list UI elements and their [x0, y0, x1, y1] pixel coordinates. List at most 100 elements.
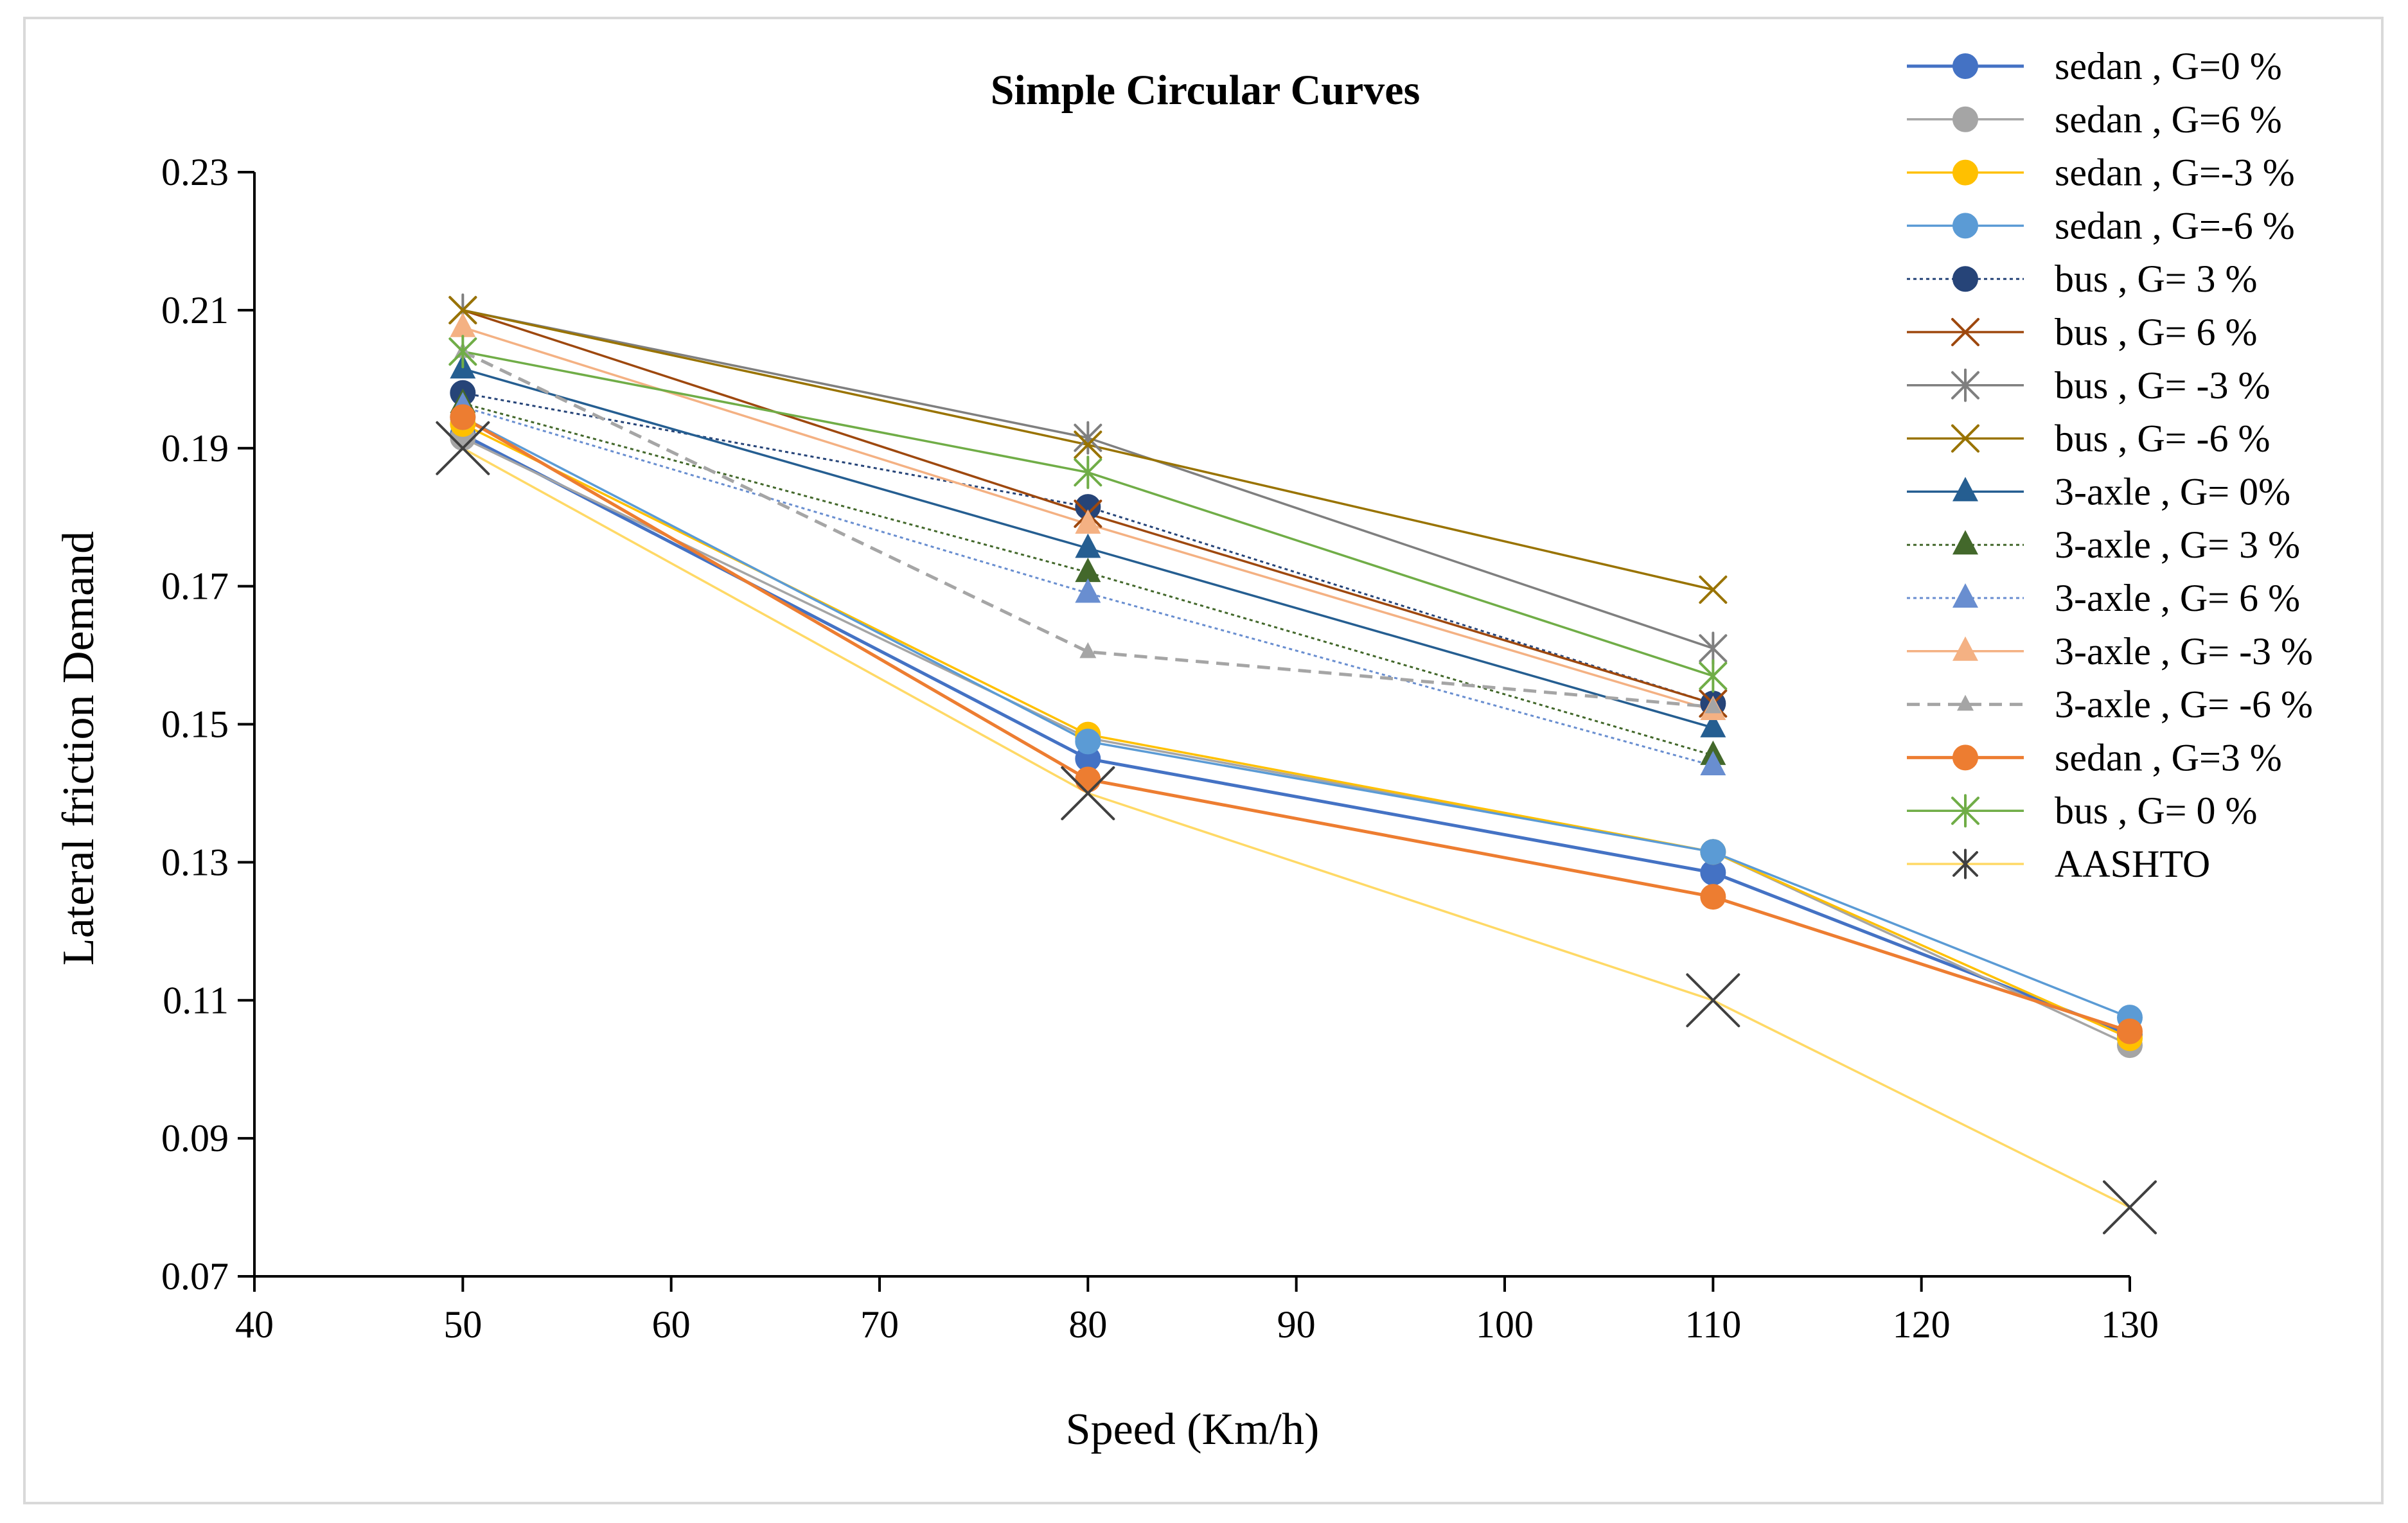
data-point-15-2-stroke — [1686, 973, 1740, 1028]
legend-item: sedan , G=3 % — [1907, 736, 2282, 779]
legend-item: sedan , G=-6 % — [1907, 204, 2295, 247]
series-markers — [436, 293, 2157, 1235]
legend-label: bus , G= 0 % — [2055, 789, 2258, 832]
x-tick-label: 100 — [1476, 1303, 1534, 1346]
data-point-3-2 — [1700, 839, 1726, 865]
legend-swatch-marker — [1952, 849, 1978, 879]
series-line-12 — [462, 350, 1713, 709]
legend-label: sedan , G=-3 % — [2055, 152, 2295, 194]
legend-swatch-marker — [1951, 318, 1979, 346]
legend-swatch-marker — [1952, 583, 1978, 608]
series-line-3 — [462, 416, 2130, 1019]
x-tick-label: 120 — [1893, 1303, 1951, 1346]
series-line-13 — [462, 416, 2130, 1033]
x-tick-label: 40 — [235, 1303, 274, 1346]
legend-swatch-marker-stroke — [1951, 424, 1979, 453]
data-point-13-1 — [1075, 766, 1101, 793]
x-tick-label: 110 — [1685, 1303, 1741, 1346]
legend-label: 3-axle , G= -6 % — [2055, 683, 2313, 726]
legend-item: 3-axle , G= -3 % — [1907, 630, 2313, 673]
legend-item: bus , G= 6 % — [1907, 311, 2258, 353]
y-tick-label: 0.09 — [161, 1117, 229, 1159]
legend-label: 3-axle , G= 6 % — [2055, 577, 2300, 619]
data-point-11-0 — [450, 312, 476, 337]
legend-item: bus , G= 3 % — [1907, 258, 2258, 300]
data-point-15-3 — [2103, 1180, 2157, 1235]
legend-label: bus , G= -3 % — [2055, 364, 2270, 407]
data-point-6-2 — [1699, 631, 1728, 665]
y-tick-label: 0.19 — [161, 427, 229, 470]
data-point-7-2 — [1699, 575, 1728, 604]
x-tick-label: 80 — [1068, 1303, 1107, 1346]
legend-label: bus , G= 3 % — [2055, 258, 2258, 300]
y-axis-title: Lateral friction Demand — [54, 531, 103, 965]
legend-label: 3-axle , G= 0% — [2055, 470, 2290, 513]
legend-swatch-marker — [1952, 159, 1978, 186]
legend-swatch-marker-stroke — [1951, 318, 1979, 346]
data-point-14-0 — [448, 335, 477, 369]
y-tick-label: 0.17 — [161, 565, 229, 608]
legend: sedan , G=0 % sedan , G=6 % sedan , G=-3 %… — [1907, 45, 2313, 885]
x-tick-label: 60 — [652, 1303, 691, 1346]
legend-item: sedan , G=-3 % — [1907, 152, 2295, 194]
legend-swatch-marker — [1952, 477, 1978, 502]
legend-swatch-marker — [1952, 636, 1978, 661]
legend-swatch-marker — [1951, 794, 1979, 828]
x-tick-label: 130 — [2101, 1303, 2159, 1346]
data-point-7-0-stroke — [448, 295, 477, 324]
legend-item: 3-axle , G= 6 % — [1907, 577, 2300, 619]
legend-label: 3-axle , G= 3 % — [2055, 524, 2300, 566]
series-line-15 — [462, 447, 2130, 1209]
legend-swatch-marker — [1951, 424, 1979, 453]
data-point-6-1 — [1074, 421, 1102, 455]
data-point-9-1 — [1075, 558, 1101, 583]
legend-label: AASHTO — [2055, 843, 2210, 885]
x-tick-label: 70 — [860, 1303, 899, 1346]
data-point-7-1-stroke — [1074, 430, 1102, 459]
legend-item: bus , G= 0 % — [1907, 789, 2258, 832]
data-point-15-3-stroke — [2103, 1180, 2157, 1235]
legend-swatch-marker — [1952, 53, 1978, 79]
chart-title: Simple Circular Curves — [991, 67, 1421, 114]
data-point-10-2 — [1700, 750, 1726, 775]
data-point-12-2 — [1704, 697, 1722, 714]
data-point-15-0 — [436, 421, 490, 475]
legend-swatch-marker — [1952, 266, 1978, 292]
legend-label: bus , G= -6 % — [2055, 418, 2270, 460]
data-point-7-0 — [448, 295, 477, 324]
data-point-8-2 — [1700, 712, 1726, 737]
y-tick-label: 0.15 — [161, 703, 229, 746]
legend-item: 3-axle , G= 0% — [1907, 470, 2290, 513]
axes: 0.07 0.09 0.11 0.13 0.15 0.17 0.19 0.21 0.23 40 50… — [161, 151, 2159, 1346]
legend-item: AASHTO — [1907, 843, 2210, 885]
x-tick-label: 90 — [1277, 1303, 1316, 1346]
data-point-7-2-stroke — [1699, 575, 1728, 604]
series-line-1 — [462, 437, 2130, 1046]
legend-label: sedan , G=3 % — [2055, 736, 2282, 779]
data-point-13-3 — [2117, 1018, 2143, 1044]
data-point-14-2 — [1699, 659, 1728, 693]
x-axis-title: Speed (Km/h) — [1066, 1405, 1320, 1454]
legend-swatch-marker — [1952, 106, 1978, 132]
legend-label: sedan , G=0 % — [2055, 45, 2282, 87]
legend-label: 3-axle , G= -3 % — [2055, 630, 2313, 673]
data-point-3-1 — [1075, 728, 1101, 755]
legend-label: sedan , G=6 % — [2055, 98, 2282, 141]
legend-swatch-marker — [1952, 744, 1978, 771]
data-point-15-1-stroke — [1061, 766, 1115, 820]
y-tick-label: 0.11 — [163, 979, 229, 1021]
legend-swatch-marker — [1952, 530, 1978, 555]
data-point-15-1 — [1061, 766, 1115, 820]
data-point-11-1 — [1075, 509, 1101, 534]
data-point-8-1 — [1075, 533, 1101, 558]
y-tick-label: 0.21 — [161, 289, 229, 331]
legend-swatch-marker — [1957, 694, 1974, 711]
legend-item: bus , G= -6 % — [1907, 418, 2270, 460]
data-point-13-2 — [1700, 884, 1726, 910]
series-line-9 — [462, 402, 1713, 757]
data-point-14-1 — [1074, 455, 1102, 489]
data-point-12-1 — [1079, 642, 1097, 658]
y-tick-label: 0.07 — [161, 1255, 229, 1298]
data-point-15-0-stroke — [436, 421, 490, 475]
